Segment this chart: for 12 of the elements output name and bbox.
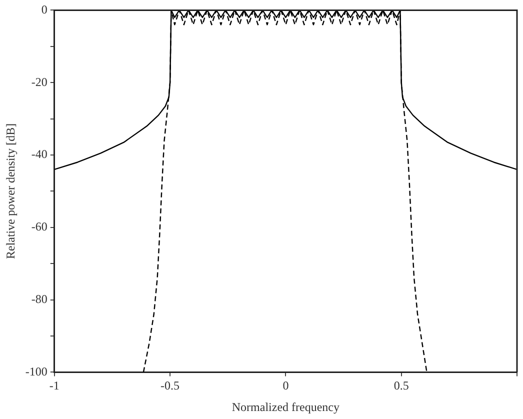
y-tick-label: -60 (31, 220, 48, 234)
y-axis-title: Relative power density [dB] (3, 123, 18, 260)
y-tick-label: -20 (31, 74, 48, 89)
y-tick-label: -100 (25, 364, 48, 378)
y-tick-label: -40 (31, 147, 48, 162)
y-tick-label: 0 (41, 2, 48, 16)
x-tick-label: 0 (282, 378, 289, 393)
x-tick-label: 0.5 (394, 378, 409, 393)
y-tick-label: -80 (31, 292, 48, 306)
x-tick-label: -1 (49, 378, 60, 393)
x-tick-label: -0.5 (160, 378, 180, 393)
x-axis-title: Normalized frequency (232, 400, 340, 414)
